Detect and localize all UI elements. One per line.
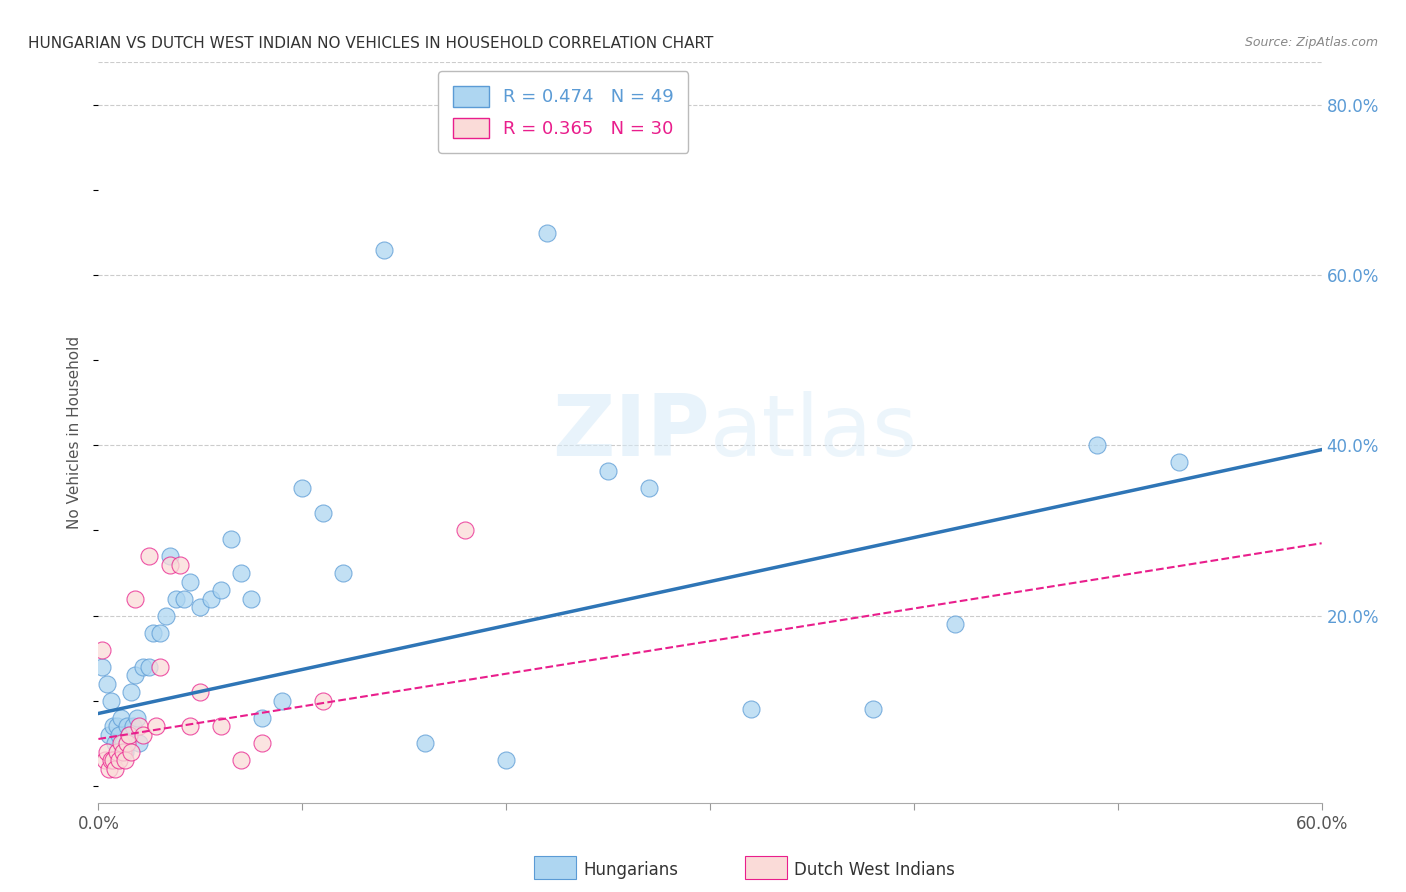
Point — [179, 574, 201, 589]
Point — [120, 685, 142, 699]
Point — [93, 753, 115, 767]
Point — [240, 591, 263, 606]
Point — [96, 745, 118, 759]
Point — [250, 736, 273, 750]
Point — [219, 532, 242, 546]
Point — [122, 719, 145, 733]
Point — [145, 719, 167, 733]
Point — [495, 753, 517, 767]
Point — [250, 711, 273, 725]
Text: Dutch West Indians: Dutch West Indians — [794, 861, 955, 879]
Point — [114, 753, 136, 767]
Point — [454, 524, 477, 538]
Point — [132, 728, 155, 742]
Point — [536, 226, 558, 240]
Point — [169, 558, 191, 572]
Point — [91, 642, 114, 657]
Point — [120, 745, 142, 759]
Point — [108, 728, 131, 742]
Point — [270, 694, 294, 708]
Point — [1167, 455, 1189, 469]
Point — [413, 736, 436, 750]
Point — [118, 728, 141, 742]
Point — [943, 617, 966, 632]
Text: Hungarians: Hungarians — [583, 861, 679, 879]
Point — [105, 745, 128, 759]
Text: Source: ZipAtlas.com: Source: ZipAtlas.com — [1244, 36, 1378, 49]
Point — [110, 736, 132, 750]
Point — [138, 659, 160, 673]
Point — [110, 711, 132, 725]
Point — [124, 591, 146, 606]
Point — [312, 694, 335, 708]
Point — [132, 659, 155, 673]
Point — [373, 243, 395, 257]
Point — [291, 481, 314, 495]
Point — [142, 625, 165, 640]
Point — [740, 702, 762, 716]
Point — [111, 736, 134, 750]
Point — [159, 558, 181, 572]
Point — [312, 507, 335, 521]
Y-axis label: No Vehicles in Household: No Vehicles in Household — [67, 336, 83, 529]
Point — [115, 719, 138, 733]
Point — [188, 600, 212, 615]
Point — [1085, 438, 1108, 452]
Text: HUNGARIAN VS DUTCH WEST INDIAN NO VEHICLES IN HOUSEHOLD CORRELATION CHART: HUNGARIAN VS DUTCH WEST INDIAN NO VEHICL… — [28, 36, 713, 51]
Point — [149, 659, 172, 673]
Point — [149, 625, 172, 640]
Point — [200, 591, 222, 606]
Point — [128, 736, 150, 750]
Point — [862, 702, 884, 716]
Point — [118, 728, 141, 742]
Point — [100, 753, 122, 767]
Point — [101, 753, 124, 767]
Text: ZIP: ZIP — [553, 391, 710, 475]
Point — [128, 719, 150, 733]
Point — [231, 566, 253, 580]
Point — [101, 719, 124, 733]
Point — [231, 753, 253, 767]
Point — [111, 745, 134, 759]
Point — [104, 762, 127, 776]
Point — [598, 464, 620, 478]
Point — [638, 481, 661, 495]
Point — [108, 753, 131, 767]
Point — [138, 549, 160, 563]
Point — [100, 694, 122, 708]
Point — [165, 591, 187, 606]
Point — [124, 668, 146, 682]
Point — [97, 728, 120, 742]
Point — [115, 736, 138, 750]
Point — [114, 745, 136, 759]
Point — [159, 549, 181, 563]
Point — [127, 711, 149, 725]
Point — [97, 762, 120, 776]
Point — [332, 566, 354, 580]
Point — [173, 591, 195, 606]
Point — [155, 608, 177, 623]
Point — [179, 719, 201, 733]
Point — [209, 719, 232, 733]
Point — [105, 719, 128, 733]
Point — [209, 582, 232, 597]
Text: atlas: atlas — [710, 391, 918, 475]
Legend: R = 0.474   N = 49, R = 0.365   N = 30: R = 0.474 N = 49, R = 0.365 N = 30 — [439, 71, 689, 153]
Point — [91, 659, 114, 673]
Point — [96, 676, 118, 690]
Point — [188, 685, 212, 699]
Point — [104, 736, 127, 750]
